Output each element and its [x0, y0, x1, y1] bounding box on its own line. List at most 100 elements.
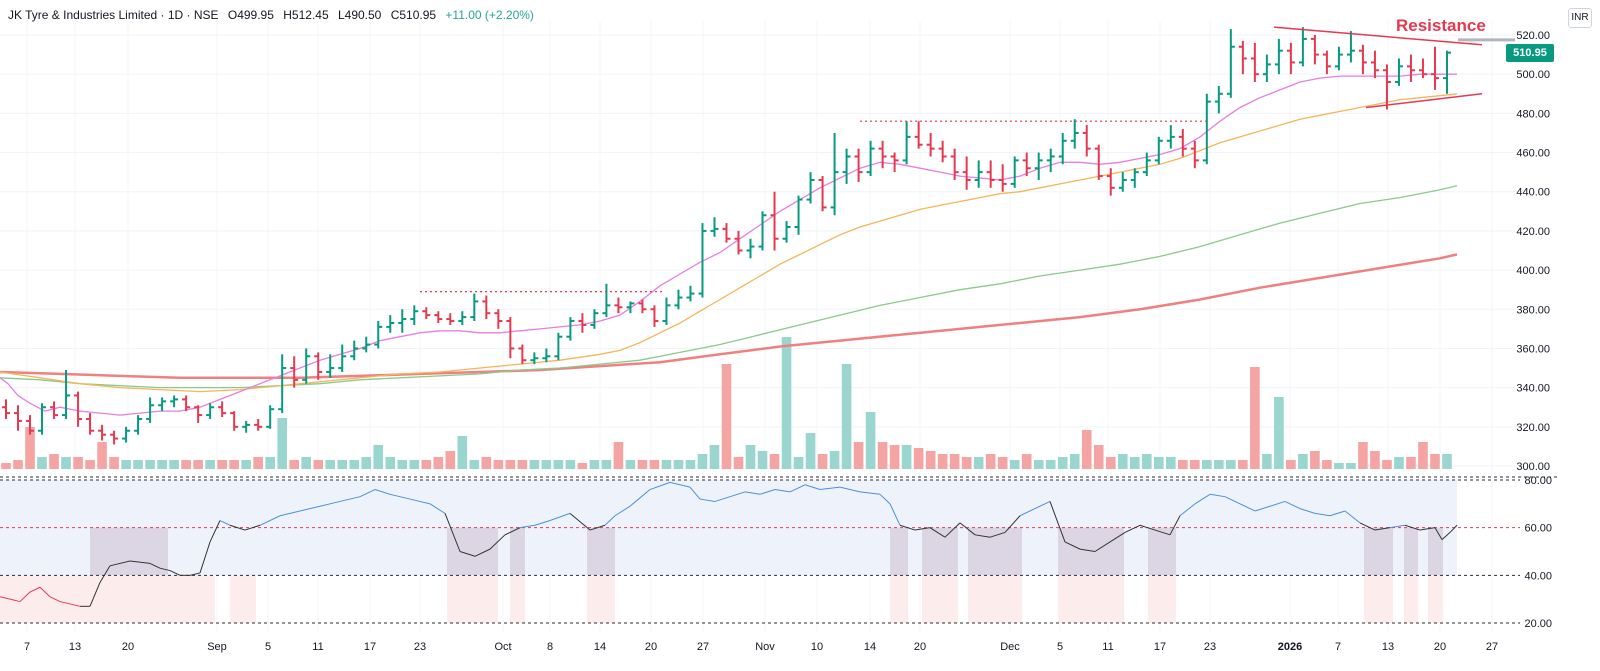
rsi-line-segment	[159, 567, 171, 572]
volume-bar	[289, 460, 300, 469]
rsi-line-segment	[1404, 524, 1421, 531]
volume-bar	[589, 460, 600, 469]
price-tick-label: 380.00	[1516, 304, 1550, 316]
rsi-line-segment	[589, 524, 606, 531]
rsi-shade	[922, 527, 958, 576]
rsi-line-segment	[1359, 522, 1376, 531]
ohlc-bar	[1034, 152, 1043, 180]
volume-bar	[1009, 460, 1020, 469]
ohlc-bar	[74, 391, 83, 427]
ohlc-bar	[638, 299, 647, 314]
time-tick-label: 10	[811, 641, 823, 653]
volume-bar	[1334, 463, 1344, 469]
rsi-line-segment	[189, 572, 201, 576]
ma-line-ma50	[0, 93, 1458, 393]
volume-bar	[841, 364, 852, 469]
rsi-shade-low	[90, 575, 215, 623]
rsi-line-segment	[1434, 527, 1443, 540]
ohlc-bar	[950, 148, 959, 180]
rsi-line-segment	[0, 596, 11, 600]
ohlc-bar	[1166, 125, 1175, 149]
rsi-line-segment	[1254, 505, 1271, 512]
ohlc-bar	[1298, 27, 1307, 67]
volume-bar	[901, 445, 912, 469]
volume-bar	[889, 445, 900, 469]
low-value: L490.50	[337, 8, 382, 22]
rsi-line-segment	[729, 491, 746, 498]
volume-bar	[1165, 457, 1176, 469]
time-tick-label: Nov	[755, 641, 775, 653]
ohlc-bar	[626, 301, 635, 314]
volume-bar	[697, 454, 708, 469]
volume-bar	[397, 460, 408, 469]
volume-bar	[469, 460, 480, 469]
axes: 520.00500.00480.00460.00440.00420.00400.…	[0, 30, 1560, 653]
rsi-line-segment	[549, 512, 571, 521]
volume-bar	[1093, 445, 1104, 469]
volume-bar	[1033, 460, 1044, 469]
rsi-line-segment	[1064, 541, 1081, 550]
rsi-line-segment	[744, 491, 761, 495]
ohlc-bar	[1346, 31, 1355, 63]
rsi-line-segment	[219, 520, 231, 526]
rsi-line-segment	[929, 527, 946, 538]
volume-bar	[949, 454, 960, 469]
ohlc-bar	[110, 430, 119, 445]
price-tick-label: 480.00	[1516, 108, 1550, 120]
rsi-line-segment	[1004, 515, 1021, 533]
ohlc-bar	[830, 132, 839, 216]
volume-bar	[1250, 367, 1260, 469]
ohlc-bar	[1106, 168, 1115, 196]
ohlc-bar	[734, 230, 743, 255]
volume-bar	[1382, 460, 1392, 469]
time-tick-label: 17	[1154, 641, 1166, 653]
time-tick-label: 11	[312, 641, 323, 653]
ohlc-bar	[1154, 136, 1163, 165]
time-tick-label: 20	[645, 641, 657, 653]
rsi-line-segment	[129, 560, 151, 564]
rsi-line-segment	[1179, 503, 1196, 517]
rsi-line-segment	[629, 489, 651, 507]
volume-bar	[1081, 430, 1092, 469]
ohlc-bar	[350, 340, 359, 361]
rsi-line-segment	[1079, 548, 1096, 552]
trendline	[1273, 26, 1483, 46]
rsi-line-segment	[1269, 500, 1286, 507]
volume-bar	[1310, 451, 1320, 469]
ohlc-bar	[1190, 140, 1199, 169]
volume-bar	[385, 457, 396, 469]
ohlc-bar	[986, 160, 995, 188]
volume-bar	[877, 442, 888, 469]
price-tick-label: 320.00	[1516, 422, 1550, 434]
rsi-line-segment	[1449, 524, 1458, 533]
time-tick-label: 20	[122, 641, 134, 653]
volume-bar	[1274, 397, 1284, 469]
close-value: C510.95	[390, 8, 437, 22]
symbol-title: JK Tyre & Industries Limited · 1D · NSE	[8, 8, 219, 22]
time-tick-label: 7	[1335, 641, 1341, 653]
rsi-shade	[510, 527, 525, 576]
price-tick-label: 300.00	[1516, 461, 1550, 473]
volume-bar	[1346, 463, 1356, 469]
ohlc-bar	[26, 415, 35, 435]
ohlc-bar	[434, 311, 443, 323]
rsi-line-segment	[259, 515, 281, 526]
rsi-line-segment	[914, 527, 931, 531]
time-tick-label: 20	[1434, 641, 1446, 653]
currency-button[interactable]: INR	[1568, 8, 1592, 28]
volume-bar	[409, 460, 420, 469]
volume-bar	[421, 460, 432, 469]
rsi-line-segment	[1314, 512, 1331, 517]
rsi-line-segment	[89, 582, 101, 607]
ohlc-bar	[1118, 172, 1127, 192]
ohlc-bar	[1046, 148, 1055, 173]
rsi-line-segment	[1194, 493, 1211, 505]
volume-bar	[1153, 457, 1164, 469]
rsi-line-segment	[1169, 515, 1181, 536]
rsi-tick-label: 40.00	[1524, 570, 1552, 582]
volume-bar	[853, 442, 864, 469]
rsi-line-segment	[604, 515, 616, 526]
rsi-line-segment	[974, 534, 991, 538]
rsi-line-segment	[299, 505, 321, 512]
